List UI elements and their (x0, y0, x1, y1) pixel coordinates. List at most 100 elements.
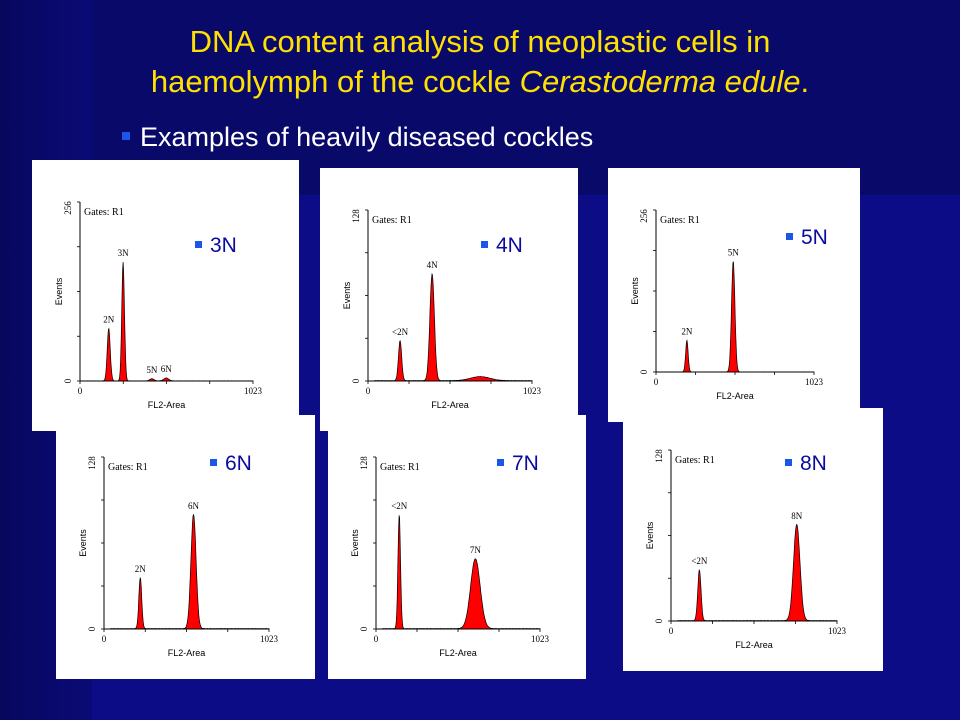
panel-label-7n: 7N (497, 452, 539, 476)
peak-label: 7N (470, 545, 482, 555)
gates-label: Gates: R1 (660, 215, 700, 226)
y-tick-label: 128 (359, 456, 369, 470)
x-axis-label: FL2-Area (168, 648, 206, 658)
histogram-panel-6n: 0 1023 0 128 FL2-Area Events Gates: R1 2N 6N 6N (56, 415, 315, 679)
panel-label-text: 8N (800, 452, 827, 475)
histogram-chart-6n: 0 1023 0 128 FL2-Area Events Gates: R1 2N 6N (78, 456, 279, 658)
y-tick-label: 256 (639, 209, 649, 223)
peak-label: 2N (681, 326, 693, 336)
title-line-1: DNA content analysis of neoplastic cells… (189, 24, 771, 59)
peak-label: 3N (118, 248, 130, 258)
x-tick-label: 1023 (805, 377, 824, 387)
histogram-area (376, 515, 541, 630)
peak-label: 2N (135, 564, 147, 574)
x-axis-label: FL2-Area (735, 640, 773, 650)
peak-label: 5N (146, 365, 158, 375)
peak-label: 5N (728, 247, 740, 257)
histogram-panel-4n: 0 1023 0 128 FL2-Area Events Gates: R1 <2N 4N 4N (320, 168, 578, 431)
peak-label: 2N (103, 315, 115, 325)
species-name: Cerastoderma edule (519, 64, 801, 99)
histogram-chart-5n: 0 1023 0 256 FL2-Area Events Gates: R1 2N 5N (630, 209, 824, 401)
x-tick-label: 1023 (828, 626, 847, 636)
histogram-area (368, 272, 533, 382)
x-tick-label: 0 (654, 377, 659, 387)
histogram-chart-8n: 0 1023 0 128 FL2-Area Events Gates: R1 <2N 8N (645, 449, 847, 650)
panel-label-4n: 4N (481, 234, 523, 258)
y-tick-label: 0 (359, 626, 369, 631)
y-axis-label: Events (350, 529, 360, 557)
gates-label: Gates: R1 (372, 215, 412, 226)
slide-title: DNA content analysis of neoplastic cells… (40, 22, 920, 102)
histogram-panel-3n: 0 1023 0 256 FL2-Area Events Gates: R1 2N 3N 5N 6N… (32, 160, 299, 431)
y-axis-label: Events (342, 281, 352, 309)
x-tick-label: 0 (102, 634, 107, 644)
x-axis-label: FL2-Area (431, 400, 469, 410)
histogram-chart-4n: 0 1023 0 128 FL2-Area Events Gates: R1 <2N 4N (342, 209, 542, 410)
x-axis-label: FL2-Area (439, 648, 477, 658)
panel-label-text: 6N (225, 452, 252, 475)
y-tick-label: 128 (654, 449, 664, 463)
x-tick-label: 0 (366, 386, 371, 396)
bullet-square-icon (786, 232, 793, 240)
title-line-2: haemolymph of the cockle Cerastoderma ed… (40, 62, 920, 102)
y-tick-label: 128 (351, 209, 361, 223)
histogram-chart-3n: 0 1023 0 256 FL2-Area Events Gates: R1 2N 3N 5N 6N (54, 201, 263, 410)
histogram-area (104, 514, 270, 630)
gates-label: Gates: R1 (84, 207, 124, 218)
panel-label-5n: 5N (786, 226, 828, 250)
panel-label-text: 7N (512, 452, 539, 475)
y-axis-label: Events (78, 529, 88, 557)
x-tick-label: 1023 (523, 386, 542, 396)
y-tick-label: 0 (351, 378, 361, 383)
y-tick-label: 128 (87, 456, 97, 470)
bullet-square-icon (481, 240, 488, 248)
x-axis-label: FL2-Area (148, 400, 186, 410)
y-axis-label: Events (54, 277, 64, 305)
y-tick-label: 256 (63, 201, 73, 215)
x-tick-label: 0 (669, 626, 674, 636)
bullet-square-icon (210, 458, 217, 466)
gates-label: Gates: R1 (108, 462, 148, 473)
panel-label-8n: 8N (785, 452, 827, 476)
y-axis-label: Events (645, 521, 655, 549)
panel-label-3n: 3N (195, 234, 237, 258)
bullet-square-icon (785, 458, 792, 466)
x-tick-label: 1023 (260, 634, 279, 644)
histogram-area (671, 523, 838, 622)
histogram-panel-7n: 0 1023 0 128 FL2-Area Events Gates: R1 <2N 7N 7N (328, 415, 586, 679)
peak-label: <2N (691, 556, 708, 566)
subtitle-text: Examples of heavily diseased cockles (140, 122, 594, 152)
title-line-2-suffix: . (800, 64, 810, 99)
x-tick-label: 0 (78, 386, 83, 396)
histogram-chart-7n: 0 1023 0 128 FL2-Area Events Gates: R1 <2N 7N (350, 456, 550, 658)
x-tick-label: 1023 (244, 386, 263, 396)
histogram-panel-8n: 0 1023 0 128 FL2-Area Events Gates: R1 <2N 8N 8N (623, 408, 883, 671)
peak-label: <2N (392, 327, 409, 337)
y-tick-label: 0 (639, 369, 649, 374)
histogram-area (656, 261, 815, 373)
histogram-panel-5n: 0 1023 0 256 FL2-Area Events Gates: R1 2N 5N 5N (608, 168, 860, 422)
panel-label-text: 5N (801, 226, 828, 249)
x-axis-label: FL2-Area (716, 391, 754, 401)
title-line-2-prefix: haemolymph of the cockle (150, 64, 520, 99)
gates-label: Gates: R1 (675, 455, 715, 466)
x-tick-label: 0 (374, 634, 379, 644)
y-axis-label: Events (630, 277, 640, 305)
panel-label-text: 4N (496, 234, 523, 257)
peak-label: 8N (791, 511, 803, 521)
y-tick-label: 0 (87, 626, 97, 631)
y-tick-label: 0 (654, 618, 664, 623)
bullet-square-icon (122, 131, 130, 140)
peak-label: 6N (188, 501, 200, 511)
panel-label-text: 3N (210, 234, 237, 257)
x-tick-label: 1023 (531, 634, 550, 644)
bullet-square-icon (195, 240, 202, 248)
gates-label: Gates: R1 (380, 462, 420, 473)
y-tick-label: 0 (63, 378, 73, 383)
peak-label: 6N (161, 364, 173, 374)
bullet-square-icon (497, 458, 504, 466)
panel-label-6n: 6N (210, 452, 252, 476)
subtitle: Examples of heavily diseased cockles (122, 122, 593, 153)
peak-label: 4N (427, 260, 439, 270)
peak-label: <2N (391, 501, 408, 511)
